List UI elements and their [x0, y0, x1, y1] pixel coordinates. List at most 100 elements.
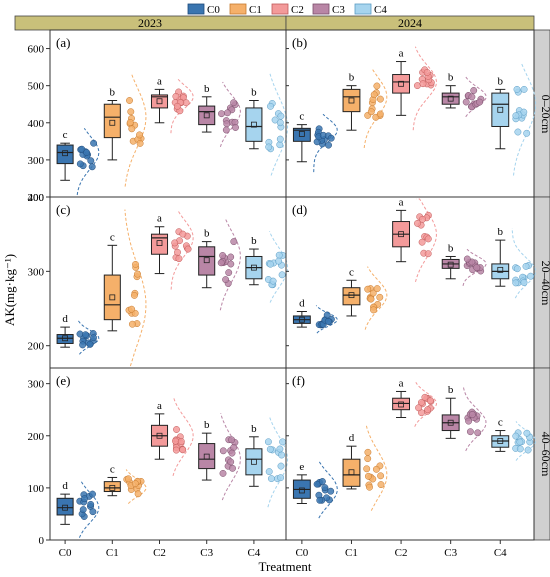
significance-letter: e: [299, 461, 304, 473]
box-body: [150, 94, 169, 109]
significance-letter: c: [299, 111, 304, 123]
significance-letter: c: [498, 417, 503, 429]
mean-marker: [203, 257, 210, 264]
legend-swatch-c2: [271, 3, 289, 15]
data-point: [131, 480, 139, 488]
mean-marker: [398, 231, 404, 238]
box-c2: a: [150, 397, 194, 477]
data-point: [224, 109, 231, 117]
box-body: [245, 107, 263, 142]
data-point: [265, 143, 273, 151]
panel-letter: (f): [292, 373, 305, 388]
density-curve: [76, 128, 100, 196]
data-point: [376, 293, 384, 301]
significance-letter: b: [349, 72, 355, 84]
data-point: [227, 253, 235, 261]
data-point: [171, 239, 179, 247]
data-point: [424, 406, 432, 414]
data-point: [323, 311, 331, 319]
data-point: [87, 157, 95, 165]
data-point: [275, 251, 283, 259]
density-curve: [170, 78, 194, 134]
data-point: [527, 272, 535, 280]
density-curve: [364, 266, 388, 330]
mean-marker: [348, 469, 355, 476]
data-point: [172, 446, 180, 454]
data-point: [88, 163, 96, 171]
mean-marker: [62, 335, 69, 342]
data-point: [424, 250, 432, 258]
data-point: [90, 334, 97, 342]
box-c4: b: [245, 231, 289, 303]
mean-marker: [348, 292, 355, 299]
box-body: [342, 88, 361, 113]
data-point: [126, 119, 134, 126]
data-point: [277, 474, 285, 482]
data-point: [81, 495, 88, 503]
mean-marker: [497, 438, 504, 444]
density-curve: [511, 228, 537, 299]
significance-letter: b: [498, 75, 504, 87]
data-point: [465, 417, 473, 425]
box-c1: b: [103, 73, 147, 187]
y-tick-label: 300: [28, 155, 45, 167]
mean-marker: [398, 80, 404, 87]
density-curve: [513, 62, 537, 176]
depth-label-40-60: 40–60cm: [539, 432, 550, 477]
data-point: [266, 260, 274, 268]
y-tick-label: 500: [28, 81, 45, 93]
depth-label-20-40: 20–40cm: [539, 261, 550, 306]
data-point: [90, 139, 98, 147]
data-point: [367, 108, 375, 116]
box-body: [103, 274, 121, 321]
data-point: [173, 426, 180, 433]
box-c0: d: [292, 297, 338, 334]
y-tick-label: 0: [39, 535, 45, 547]
box-body: [491, 92, 510, 127]
data-point: [266, 445, 274, 453]
data-point: [175, 255, 183, 263]
data-point: [523, 429, 531, 437]
legend-swatch-c4: [354, 3, 372, 15]
panel-c: (c) 200 300 400 d c a b b: [28, 192, 289, 369]
data-point: [136, 131, 143, 139]
data-point: [476, 98, 484, 106]
data-point: [278, 271, 286, 279]
x-tick-label: C2: [153, 547, 166, 559]
data-point: [136, 139, 144, 147]
x-tick-label: C1: [106, 547, 119, 559]
data-point: [414, 219, 421, 227]
density-curve: [124, 73, 147, 187]
mean-marker: [298, 316, 305, 323]
mean-marker: [447, 261, 454, 268]
data-point: [276, 445, 284, 453]
x-tick-label: C4: [494, 547, 507, 559]
data-point: [126, 97, 133, 104]
data-point: [376, 110, 384, 118]
mean-marker: [156, 432, 163, 439]
density-curve: [363, 67, 388, 149]
box-body: [56, 497, 74, 516]
density-curve: [219, 218, 241, 311]
data-point: [182, 99, 190, 107]
x-tick-label: C1: [345, 547, 358, 559]
panel-f: (f) e C0 d C1 a C2 b C3 c C4: [285, 367, 537, 559]
data-point: [316, 496, 324, 504]
data-point: [324, 317, 332, 325]
significance-letter: c: [110, 463, 115, 475]
data-point: [219, 447, 227, 455]
data-point: [225, 269, 233, 277]
data-point: [275, 257, 283, 265]
data-point: [223, 120, 231, 128]
data-point: [513, 85, 521, 93]
density-curve: [77, 319, 100, 355]
y-tick-label: 300: [28, 266, 45, 278]
data-point: [128, 125, 136, 133]
density-curve: [415, 198, 437, 283]
data-point: [228, 436, 236, 444]
box-c1: c: [103, 209, 147, 367]
data-point: [522, 262, 530, 270]
data-point: [83, 149, 91, 156]
year-strips: 2023 2024: [14, 15, 535, 31]
data-point: [217, 259, 225, 267]
